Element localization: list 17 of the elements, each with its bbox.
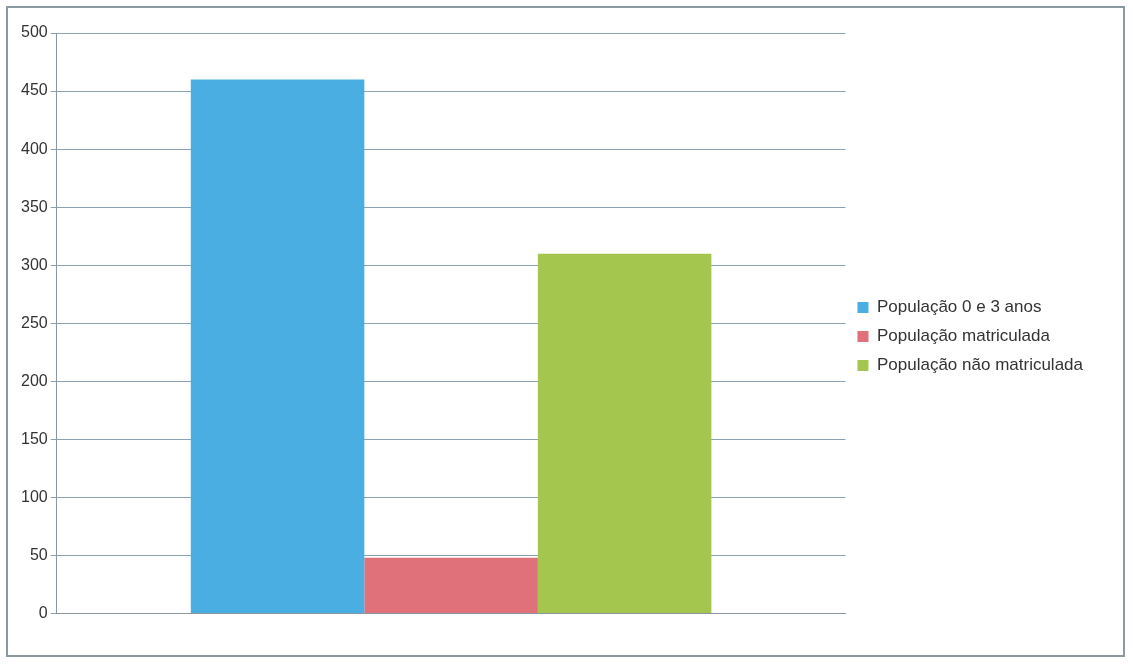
legend-label: População não matriculada xyxy=(876,355,1084,375)
bar xyxy=(190,79,365,614)
y-tick-label: 300 xyxy=(20,255,48,273)
y-tick-label: 50 xyxy=(29,545,48,563)
y-tick-label: 0 xyxy=(38,604,48,622)
y-tick-label: 450 xyxy=(20,81,48,99)
bar xyxy=(537,253,712,614)
y-tick-label: 200 xyxy=(20,371,48,389)
bar xyxy=(364,557,538,614)
y-tick-label: 250 xyxy=(20,313,48,331)
y-tick-label: 350 xyxy=(20,197,48,215)
y-tick-label: 150 xyxy=(20,429,48,447)
legend-label: População 0 e 3 anos xyxy=(876,297,1042,317)
legend-label: População matriculada xyxy=(876,326,1051,346)
y-tick-label: 100 xyxy=(20,487,48,505)
y-tick-label: 500 xyxy=(20,23,48,41)
y-tick-label: 400 xyxy=(20,139,48,157)
